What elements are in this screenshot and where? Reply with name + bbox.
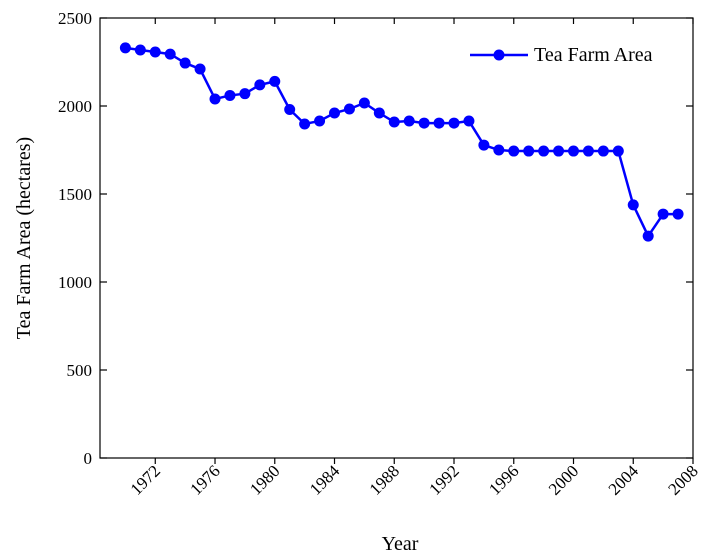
marker xyxy=(448,117,460,129)
marker xyxy=(224,89,236,101)
y-tick-label: 2500 xyxy=(58,9,92,28)
plot-frame xyxy=(99,17,694,459)
marker xyxy=(523,145,535,157)
marker xyxy=(314,115,326,127)
marker xyxy=(358,97,370,109)
y-tick-label: 2000 xyxy=(58,97,92,116)
x-tick-label: 1980 xyxy=(246,461,283,498)
marker xyxy=(657,208,669,220)
x-tick-label: 1988 xyxy=(366,461,403,498)
marker xyxy=(478,139,490,151)
x-tick-label: 2004 xyxy=(605,461,643,499)
x-axis-label: Year xyxy=(382,533,419,555)
marker xyxy=(612,145,624,157)
legend-label: Tea Farm Area xyxy=(534,44,653,66)
x-tick-label: 2000 xyxy=(545,461,582,498)
marker xyxy=(269,75,281,87)
x-tick-label: 1972 xyxy=(127,461,164,498)
marker xyxy=(119,42,131,54)
marker xyxy=(343,103,355,115)
x-tick-label: 1992 xyxy=(425,461,462,498)
marker xyxy=(538,145,550,157)
marker xyxy=(493,144,505,156)
marker xyxy=(179,57,191,69)
marker xyxy=(582,145,594,157)
y-tick-label: 1000 xyxy=(58,273,92,292)
marker xyxy=(627,199,639,211)
marker xyxy=(239,88,251,100)
marker xyxy=(388,116,400,128)
marker xyxy=(597,145,609,157)
marker xyxy=(329,107,341,119)
marker xyxy=(299,118,311,130)
marker xyxy=(433,117,445,129)
marker xyxy=(284,104,296,116)
marker xyxy=(164,48,176,60)
x-tick-label: 2008 xyxy=(664,461,701,498)
marker xyxy=(134,44,146,56)
marker xyxy=(254,79,266,91)
marker xyxy=(373,107,385,119)
marker xyxy=(508,145,520,157)
marker xyxy=(642,230,654,242)
x-tick-label: 1984 xyxy=(306,461,344,499)
marker xyxy=(672,208,684,220)
y-tick-label: 1500 xyxy=(58,185,92,204)
marker xyxy=(403,115,415,127)
marker xyxy=(149,46,161,58)
y-axis-label: Tea Farm Area (hectares) xyxy=(13,137,35,339)
x-tick-label: 1976 xyxy=(186,461,223,498)
marker xyxy=(568,145,580,157)
marker xyxy=(209,93,221,105)
line xyxy=(125,46,679,239)
y-tick-label: 0 xyxy=(84,449,93,468)
x-tick-label: 1996 xyxy=(485,461,522,498)
marker xyxy=(194,63,206,75)
marker xyxy=(553,145,565,157)
y-tick-label: 500 xyxy=(67,361,93,380)
legend-marker xyxy=(493,49,505,61)
marker xyxy=(418,117,430,129)
marker xyxy=(463,115,475,127)
